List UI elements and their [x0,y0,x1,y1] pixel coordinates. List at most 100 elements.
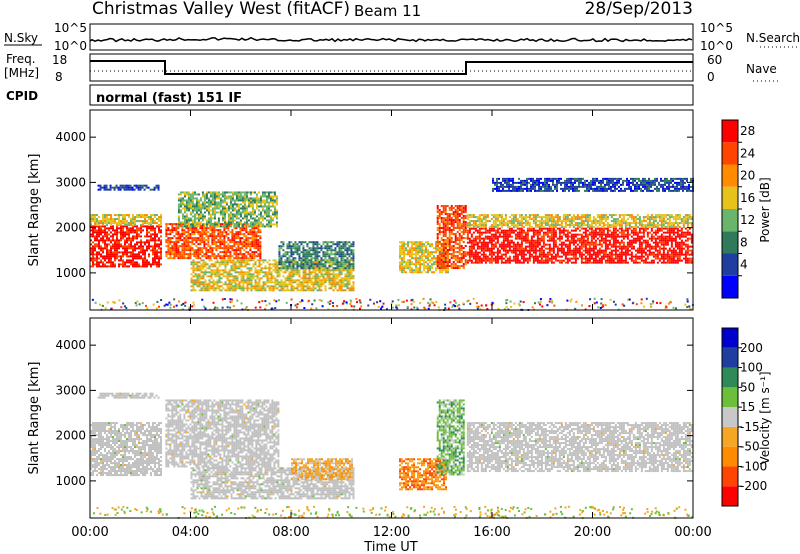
data-cell [548,257,551,260]
data-cell [314,251,317,254]
data-cell [448,227,451,230]
data-cell [524,257,527,260]
data-cell [415,271,418,274]
data-cell [425,255,428,258]
data-cell [592,241,595,244]
data-cell [454,265,457,268]
data-cell [150,225,152,228]
data-cell [405,243,408,246]
data-cell [476,237,479,240]
data-cell [130,247,132,250]
data-cell [221,207,224,210]
data-cell [324,241,327,244]
data-cell [165,251,168,254]
data-cell [255,233,258,236]
data-cell [431,251,434,254]
data-cell [560,243,563,246]
data-cell [462,221,465,224]
data-cell [108,243,110,246]
data-cell [304,253,307,256]
data-cell [590,241,593,244]
data-cell [142,214,144,217]
data-cell [158,237,160,240]
data-cell [304,265,307,268]
data-cell [462,255,465,258]
data-cell [201,213,204,216]
data-cell [191,233,194,236]
data-cell [257,239,260,242]
data-cell [235,205,238,208]
data-cell [417,243,420,246]
data-cell [528,259,531,262]
data-cell [278,283,281,286]
data-cell [142,222,144,225]
data-cell [239,203,242,206]
data-cell [167,243,170,246]
data-cell [436,245,439,248]
data-cell [179,225,182,228]
data-cell [286,275,289,278]
data-cell [348,241,351,244]
data-cell [215,197,218,200]
data-cell [538,247,541,250]
data-cell [438,255,441,258]
data-cell [334,279,337,282]
data-cell [238,287,241,290]
data-cell [506,241,509,244]
data-cell [185,203,188,206]
data-cell [98,261,100,264]
data-cell [154,216,156,219]
data-cell [132,265,134,268]
data-cell [350,267,353,270]
data-cell [122,255,124,258]
data-cell [506,243,509,246]
data-cell [435,263,438,266]
data-cell [249,253,252,256]
data-cell [222,283,225,286]
data-cell [243,235,246,238]
data-cell [243,245,246,248]
data-cell [269,219,272,222]
data-cell [427,243,430,246]
data-cell [482,253,485,256]
data-cell [203,237,206,240]
data-cell [244,279,247,282]
data-cell [290,245,293,248]
data-cell [215,203,218,206]
data-cell [494,233,497,236]
data-cell [448,235,451,238]
data-cell [592,253,595,256]
data-cell [506,239,509,242]
data-cell [171,237,174,240]
data-cell [440,211,443,214]
data-cell [271,191,274,194]
data-cell [249,247,252,250]
data-cell [458,237,461,240]
data-cell [462,215,465,218]
data-cell [99,184,102,187]
data-cell [92,263,94,266]
data-cell [229,231,232,234]
data-cell [336,269,339,272]
data-cell [528,241,531,244]
data-cell [520,245,523,248]
data-cell [298,273,301,276]
data-cell [566,233,569,236]
data-cell [242,287,245,290]
data-cell [270,263,273,266]
data-cell [438,241,441,244]
data-cell [259,217,262,220]
data-cell [306,281,309,284]
data-cell [267,223,270,226]
data-cell [316,273,319,276]
data-cell [264,273,267,276]
data-cell [338,273,341,276]
data-cell [512,229,515,232]
data-cell [456,211,459,214]
data-cell [211,255,214,258]
data-cell [332,261,335,264]
data-cell [243,205,246,208]
data-cell [334,275,337,278]
data-cell [443,269,446,272]
data-cell [104,239,106,242]
